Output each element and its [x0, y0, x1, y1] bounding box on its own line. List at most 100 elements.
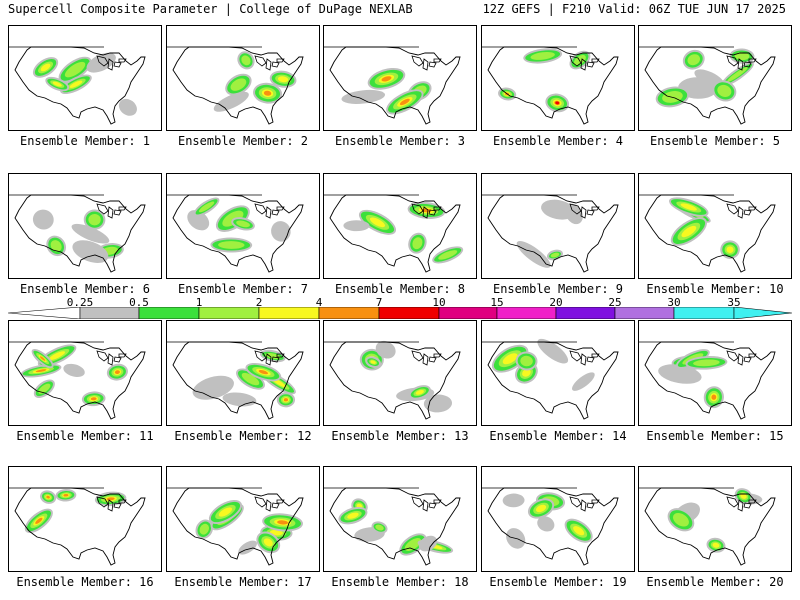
colorbar-tick-label: 1 — [195, 296, 203, 309]
scp-contour — [423, 394, 453, 413]
scp-contour — [50, 240, 62, 252]
great-lake — [271, 61, 280, 68]
great-lake — [271, 502, 280, 509]
scp-contour — [199, 523, 210, 535]
us-map — [482, 487, 619, 566]
scp-contour — [399, 98, 410, 106]
great-lake — [580, 353, 587, 366]
scp-contour — [522, 368, 531, 377]
scp-contour — [258, 369, 269, 375]
great-lake — [428, 356, 437, 363]
great-lake — [118, 58, 127, 63]
scp-contour — [86, 52, 116, 73]
scp-contour — [35, 369, 47, 373]
us-map — [324, 194, 464, 273]
great-lake — [254, 496, 267, 508]
scp-contour — [35, 517, 43, 524]
scp-contour — [347, 512, 359, 519]
great-lake — [586, 209, 595, 216]
scp-contour — [727, 67, 748, 82]
scp-contour — [550, 252, 560, 258]
ensemble-member-map — [481, 173, 635, 279]
great-lake — [748, 206, 757, 211]
colorbar-tick-label: 0.5 — [129, 296, 149, 309]
coastline — [172, 194, 304, 273]
scp-contour — [64, 61, 86, 78]
scp-contour — [40, 63, 51, 72]
ensemble-member-map — [481, 466, 635, 572]
coastline — [329, 46, 461, 125]
us-map — [167, 194, 304, 273]
great-lake — [118, 206, 127, 211]
scp-contour — [72, 240, 109, 263]
colorbar-tick-label: 20 — [549, 296, 563, 309]
great-lake — [411, 350, 424, 362]
coastline — [14, 487, 146, 566]
scp-contour — [88, 213, 101, 226]
ensemble-member-label: Ensemble Member: 15 — [646, 429, 784, 443]
scp-contour — [502, 493, 525, 508]
scp-contour — [711, 394, 717, 400]
great-lake — [726, 55, 739, 67]
great-lake — [276, 499, 285, 504]
ensemble-member-map — [323, 466, 477, 572]
scp-contour — [734, 52, 750, 61]
us-map — [482, 338, 619, 420]
ensemble-member-map — [481, 320, 635, 426]
colorbar-tick-label: 2 — [255, 296, 263, 309]
scp-contour — [418, 535, 438, 552]
scp-contour — [39, 356, 46, 361]
colorbar-segment — [258, 307, 320, 319]
ensemble-member-label: Ensemble Member: 20 — [646, 575, 784, 589]
us-map — [324, 46, 461, 125]
ensemble-member-label: Ensemble Member: 17 — [174, 575, 312, 589]
great-lake — [422, 58, 429, 71]
great-lake — [276, 353, 285, 358]
great-lake — [254, 203, 267, 215]
scp-contour — [658, 364, 702, 384]
coastline — [487, 46, 619, 125]
ensemble-member-label: Ensemble Member: 1 — [19, 134, 151, 148]
colorbar-tick-label: 0.25 — [66, 296, 94, 309]
great-lake — [580, 58, 587, 71]
scp-contour — [502, 353, 518, 365]
ensemble-member-map — [8, 320, 162, 426]
us-map — [167, 341, 304, 420]
coastline — [329, 194, 461, 273]
coastline — [329, 341, 461, 420]
us-map — [167, 487, 304, 566]
scp-contour — [63, 494, 69, 497]
us-map — [324, 487, 461, 566]
great-lake — [743, 61, 752, 68]
ensemble-member-map — [166, 320, 320, 426]
scp-contour — [118, 98, 137, 116]
coastline — [172, 46, 304, 125]
ensemble-member-label: Ensemble Member: 2 — [177, 134, 309, 148]
us-map — [639, 46, 776, 125]
great-lake — [113, 61, 122, 68]
great-lake — [276, 58, 285, 63]
scp-contour — [537, 338, 569, 364]
scp-contour — [277, 520, 289, 525]
us-map — [639, 194, 776, 273]
ensemble-member-label: Ensemble Member: 19 — [489, 575, 627, 589]
colorbar-tick-label: 30 — [667, 296, 681, 309]
scp-contour — [520, 355, 533, 367]
scp-contour — [222, 210, 244, 227]
great-lake — [411, 496, 424, 508]
colorbar-segment — [438, 307, 498, 319]
scp-contour — [271, 221, 291, 242]
great-lake — [107, 206, 114, 219]
us-map — [324, 340, 461, 420]
scp-contour — [740, 493, 747, 499]
scp-contour — [90, 397, 97, 401]
great-lake — [265, 206, 272, 219]
scp-contour — [572, 372, 595, 391]
ensemble-member-map — [166, 466, 320, 572]
great-lake — [586, 502, 595, 509]
scp-contour — [106, 497, 115, 501]
scp-contour — [32, 209, 54, 230]
great-lake — [748, 499, 757, 504]
scp-contour — [241, 55, 251, 66]
great-lake — [254, 55, 267, 67]
